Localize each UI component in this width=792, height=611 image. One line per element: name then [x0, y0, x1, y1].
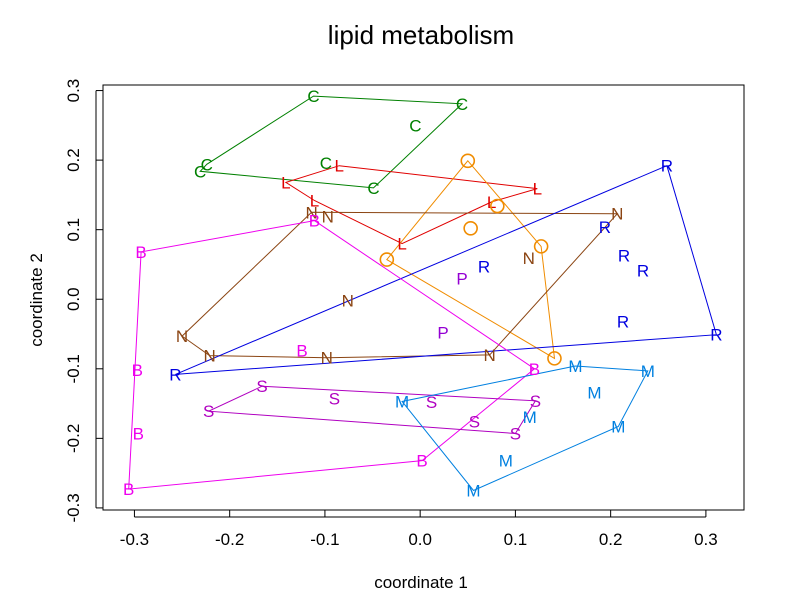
point-S: S — [426, 393, 437, 412]
point-N: N — [523, 249, 535, 268]
point-R: R — [478, 258, 490, 277]
point-P: P — [437, 324, 448, 343]
hull-layer — [128, 95, 718, 492]
point-S: S — [203, 402, 214, 421]
point-O — [490, 198, 505, 214]
point-R: R — [618, 246, 630, 265]
point-N: N — [342, 292, 354, 311]
point-S: S — [469, 413, 480, 432]
point-C: C — [307, 87, 319, 106]
point-L: L — [334, 157, 343, 176]
y-axis-label: coordinate 2 — [27, 253, 46, 347]
y-tick-label: -0.2 — [64, 424, 83, 453]
point-L: L — [281, 173, 290, 192]
hull-L — [284, 165, 538, 245]
point-M: M — [466, 482, 480, 501]
point-B: B — [133, 424, 144, 443]
point-O — [379, 252, 395, 267]
y-tick-label: 0.2 — [64, 148, 83, 172]
y-tick-label: 0.1 — [64, 218, 83, 242]
hull-C — [199, 95, 464, 189]
hull-R — [175, 165, 718, 375]
point-S: S — [256, 377, 267, 396]
point-N: N — [176, 327, 188, 346]
hull-M — [401, 365, 649, 492]
point-R: R — [599, 218, 611, 237]
point-O — [533, 239, 549, 254]
point-C: C — [409, 116, 421, 135]
x-axis: -0.3 -0.2 -0.1 0.0 0.1 0.2 0.3 — [120, 510, 718, 549]
point-R: R — [169, 365, 181, 384]
point-R: R — [710, 326, 722, 345]
hull-O — [386, 160, 556, 360]
chart-title: lipid metabolism — [328, 20, 514, 50]
point-M: M — [587, 383, 601, 402]
point-B: B — [132, 361, 143, 380]
x-tick-label: 0.0 — [408, 530, 432, 549]
point-S: S — [530, 392, 541, 411]
point-M: M — [395, 392, 409, 411]
point-S: S — [510, 424, 521, 443]
point-S: S — [329, 390, 340, 409]
x-tick-label: 0.2 — [599, 530, 623, 549]
point-M: M — [568, 357, 582, 376]
point-L: L — [310, 191, 319, 210]
point-C: C — [194, 162, 206, 181]
x-tick-label: -0.1 — [310, 530, 339, 549]
point-N: N — [322, 207, 334, 226]
point-N: N — [611, 205, 623, 224]
point-C: C — [456, 95, 468, 114]
x-tick-label: -0.3 — [120, 530, 149, 549]
point-O — [547, 351, 562, 366]
point-B: B — [123, 480, 134, 499]
y-tick-label: -0.1 — [64, 354, 83, 383]
point-M: M — [523, 408, 537, 427]
point-B: B — [309, 212, 320, 231]
point-O — [463, 220, 478, 236]
point-N: N — [321, 349, 333, 368]
point-R: R — [617, 312, 629, 331]
point-N: N — [204, 347, 216, 366]
point-O — [460, 153, 476, 169]
point-M: M — [641, 362, 655, 381]
point-B: B — [296, 342, 307, 361]
point-C: C — [320, 154, 332, 173]
point-M: M — [499, 452, 513, 471]
x-tick-label: -0.2 — [215, 530, 244, 549]
hull-S — [206, 385, 537, 435]
point-C: C — [201, 155, 213, 174]
x-tick-label: 0.3 — [694, 530, 718, 549]
x-axis-label: coordinate 1 — [374, 573, 468, 592]
point-B: B — [529, 360, 540, 379]
hull-B — [128, 220, 536, 490]
y-tick-label: 0.0 — [64, 287, 83, 311]
hull-N — [181, 211, 619, 359]
x-tick-label: 0.1 — [504, 530, 528, 549]
point-L: L — [397, 235, 406, 254]
point-N: N — [305, 203, 317, 222]
point-C: C — [367, 179, 379, 198]
point-M: M — [611, 418, 625, 437]
point-N: N — [484, 346, 496, 365]
point-P: P — [456, 269, 467, 288]
point-L: L — [533, 180, 542, 199]
plot-frame — [102, 84, 745, 511]
y-axis: -0.3 -0.2 -0.1 0.0 0.1 0.2 0.3 — [64, 79, 103, 523]
y-tick-label: -0.3 — [64, 493, 83, 522]
point-B: B — [416, 452, 427, 471]
point-B: B — [135, 243, 146, 262]
y-tick-label: 0.3 — [64, 79, 83, 103]
point-R: R — [637, 262, 649, 281]
point-R: R — [661, 157, 673, 176]
